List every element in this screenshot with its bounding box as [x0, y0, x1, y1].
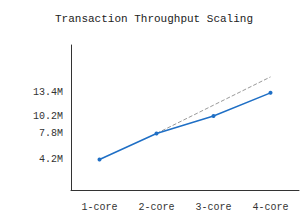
- svg-text:Transaction Throughput Scaling: Transaction Throughput Scaling: [55, 13, 253, 25]
- svg-text:1-core: 1-core: [81, 202, 117, 213]
- svg-text:2-core: 2-core: [138, 202, 174, 213]
- svg-text:3-core: 3-core: [195, 202, 231, 213]
- svg-text:7.8M: 7.8M: [39, 128, 63, 139]
- svg-text:13.4M: 13.4M: [33, 87, 63, 98]
- svg-text:4-core: 4-core: [252, 202, 288, 213]
- svg-text:4.2M: 4.2M: [39, 154, 63, 165]
- svg-text:10.2M: 10.2M: [33, 111, 63, 122]
